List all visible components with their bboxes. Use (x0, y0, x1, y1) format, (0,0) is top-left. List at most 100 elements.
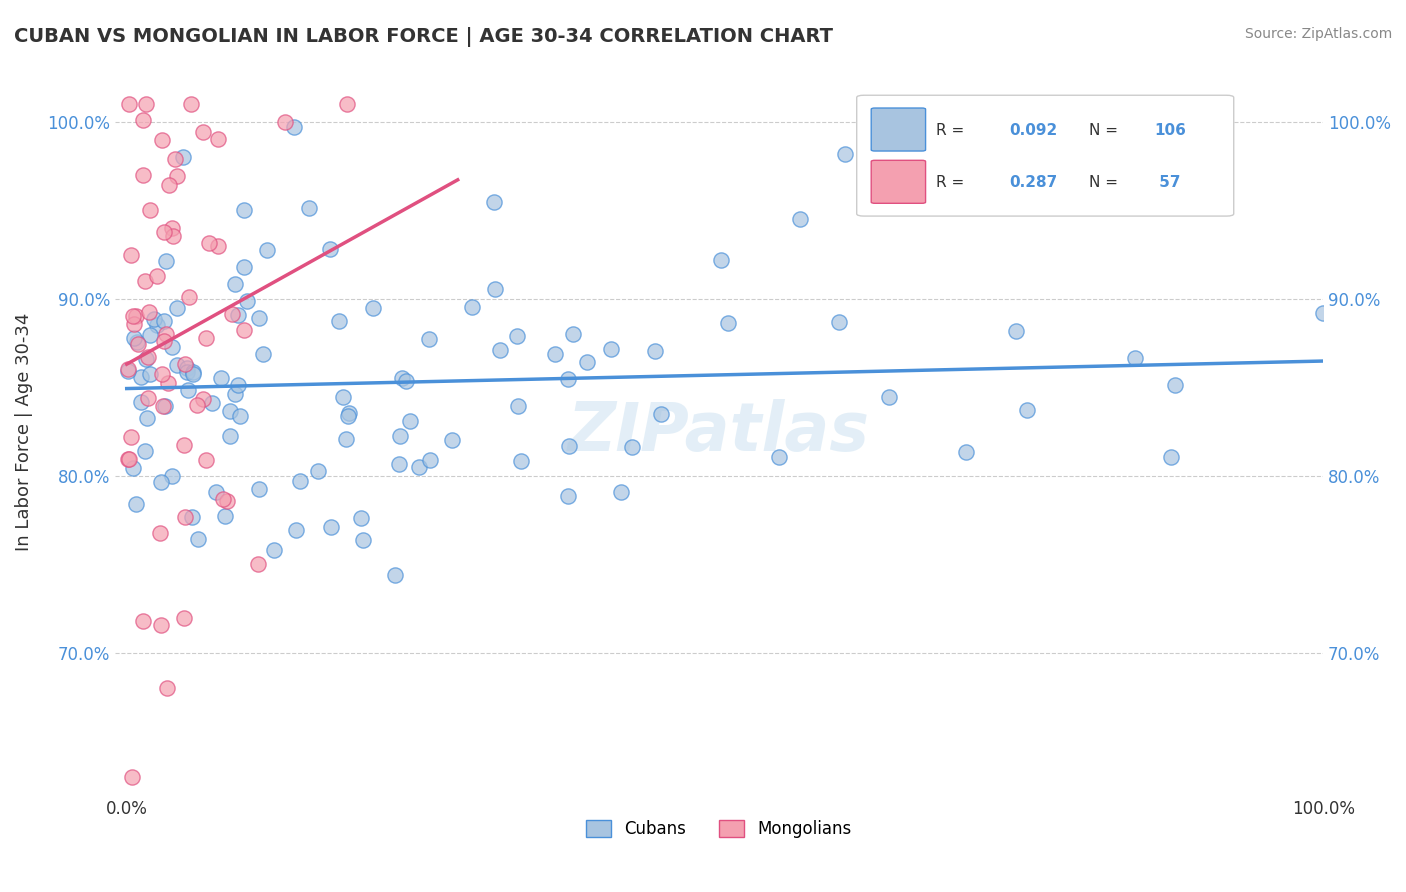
Mongolians (155, 327, 177, 342)
Cubans (181, 367, 204, 381)
Mongolians (156, 681, 179, 696)
Y-axis label: In Labor Force | Age 30-34: In Labor Force | Age 30-34 (15, 312, 32, 550)
Mongolians (117, 451, 139, 466)
Cubans (610, 484, 633, 499)
Mongolians (122, 309, 145, 323)
Mongolians (232, 323, 254, 337)
Cubans (187, 532, 209, 546)
Mongolians (162, 221, 184, 235)
Cubans (134, 443, 156, 458)
Mongolians (159, 178, 181, 193)
Cubans (482, 194, 505, 209)
Cubans (226, 308, 249, 322)
Text: CUBAN VS MONGOLIAN IN LABOR FORCE | AGE 30-34 CORRELATION CHART: CUBAN VS MONGOLIAN IN LABOR FORCE | AGE … (14, 27, 834, 46)
Cubans (408, 459, 430, 474)
Cubans (710, 253, 733, 268)
Mongolians (177, 290, 200, 304)
Cubans (228, 409, 250, 424)
Cubans (337, 406, 360, 420)
Mongolians (193, 125, 215, 139)
Mongolians (217, 494, 239, 508)
Cubans (143, 312, 166, 326)
Cubans (319, 242, 342, 256)
Mongolians (212, 491, 235, 506)
Cubans (138, 327, 160, 342)
Cubans (1160, 450, 1182, 464)
Mongolians (162, 228, 184, 243)
Cubans (877, 390, 900, 404)
Cubans (125, 497, 148, 511)
Mongolians (191, 392, 214, 407)
Cubans (768, 450, 790, 465)
Cubans (247, 310, 270, 325)
Cubans (224, 387, 246, 401)
Cubans (233, 202, 256, 217)
Mongolians (150, 133, 173, 147)
Cubans (350, 511, 373, 525)
Mongolians (132, 615, 155, 629)
Cubans (717, 316, 740, 330)
Mongolians (173, 357, 195, 371)
Cubans (543, 347, 565, 361)
Cubans (418, 332, 440, 346)
Mongolians (132, 113, 155, 128)
Mongolians (198, 235, 221, 250)
Mongolians (145, 269, 167, 284)
Cubans (1005, 324, 1028, 338)
Cubans (160, 469, 183, 483)
Cubans (361, 301, 384, 316)
Cubans (307, 464, 329, 478)
Mongolians (207, 132, 229, 146)
Mongolians (122, 317, 145, 331)
Cubans (124, 331, 146, 345)
Cubans (183, 365, 205, 379)
Cubans (352, 533, 374, 548)
Cubans (283, 120, 305, 135)
Legend: Cubans, Mongolians: Cubans, Mongolians (579, 813, 859, 845)
Mongolians (121, 770, 143, 784)
Cubans (236, 293, 259, 308)
Cubans (219, 404, 242, 418)
Mongolians (207, 238, 229, 252)
Cubans (135, 351, 157, 366)
Mongolians (247, 558, 270, 572)
Cubans (335, 432, 357, 446)
Cubans (224, 277, 246, 291)
Mongolians (274, 114, 297, 128)
Mongolians (165, 153, 187, 167)
Cubans (484, 282, 506, 296)
Cubans (955, 445, 977, 459)
Cubans (172, 150, 194, 164)
Cubans (336, 409, 359, 423)
Cubans (228, 378, 250, 392)
Mongolians (117, 362, 139, 376)
Cubans (209, 370, 232, 384)
Cubans (263, 542, 285, 557)
Mongolians (195, 331, 218, 345)
Cubans (249, 482, 271, 496)
Cubans (789, 211, 811, 226)
Cubans (506, 329, 529, 343)
Cubans (1312, 306, 1334, 320)
Mongolians (120, 247, 142, 261)
Mongolians (136, 350, 159, 364)
Cubans (129, 394, 152, 409)
Cubans (149, 475, 172, 489)
Cubans (284, 523, 307, 537)
Cubans (621, 440, 644, 454)
Cubans (419, 452, 441, 467)
Cubans (562, 326, 585, 341)
Mongolians (195, 452, 218, 467)
Cubans (600, 343, 623, 357)
Mongolians (153, 225, 176, 239)
Cubans (205, 485, 228, 500)
Cubans (214, 508, 236, 523)
Cubans (139, 368, 162, 382)
Cubans (146, 318, 169, 332)
Cubans (388, 457, 411, 471)
Mongolians (173, 610, 195, 624)
Mongolians (166, 169, 188, 183)
Cubans (384, 567, 406, 582)
Cubans (166, 301, 188, 316)
Cubans (1123, 351, 1146, 366)
